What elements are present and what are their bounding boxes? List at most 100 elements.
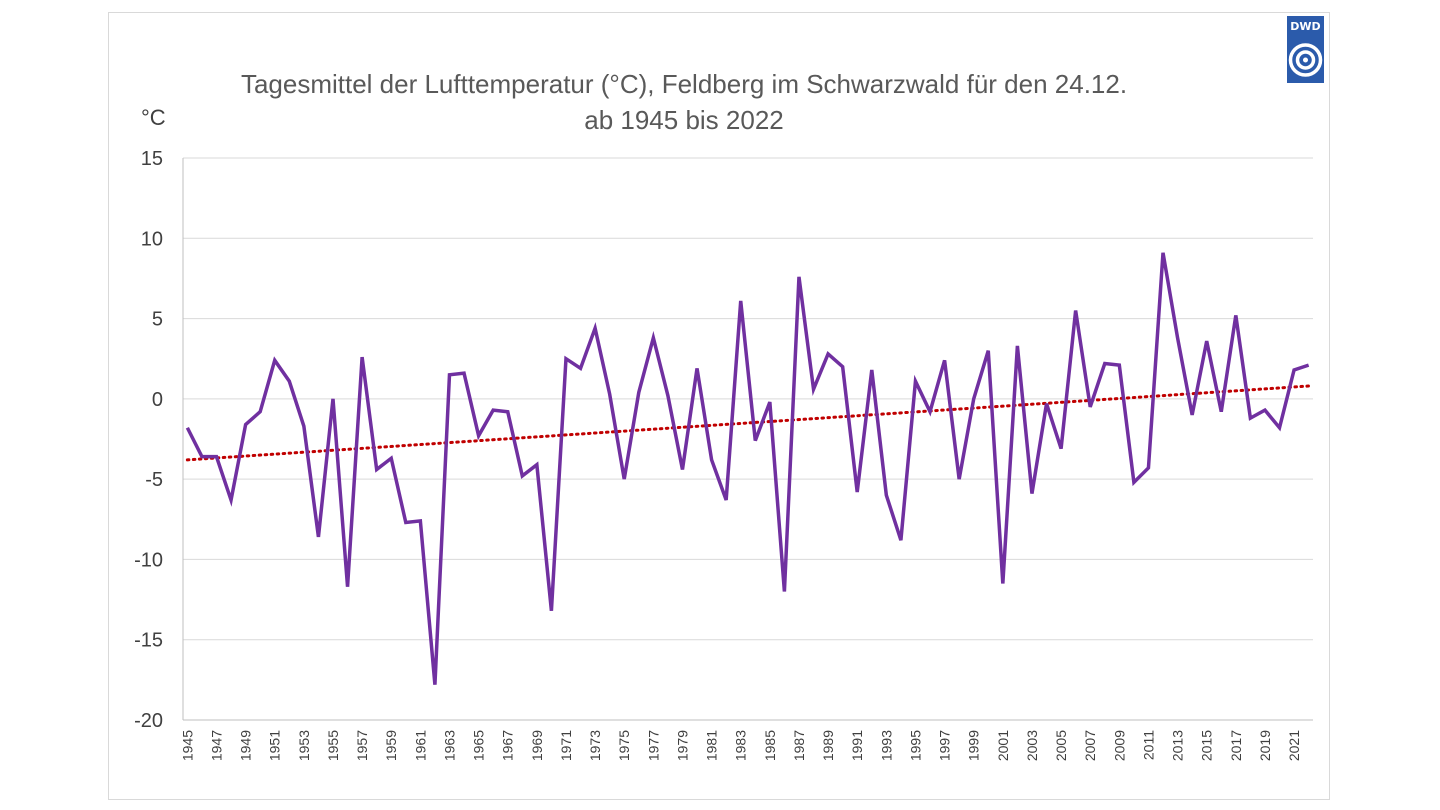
data-point	[477, 434, 481, 438]
data-point	[1176, 336, 1180, 340]
x-tick-label: 1949	[238, 730, 254, 761]
data-point	[768, 400, 772, 404]
data-point	[695, 366, 699, 370]
x-tick-label: 1947	[208, 730, 224, 761]
data-point	[273, 358, 277, 362]
data-point	[535, 463, 539, 467]
data-point	[1292, 368, 1296, 372]
x-tick-label: 2001	[995, 730, 1011, 761]
data-point	[1074, 309, 1078, 313]
data-point	[1030, 492, 1034, 496]
data-point	[316, 535, 320, 539]
data-point	[1088, 405, 1092, 409]
data-point	[782, 590, 786, 594]
y-tick-label: -5	[145, 469, 163, 491]
x-tick-label: 2021	[1286, 730, 1302, 761]
data-point	[1205, 339, 1209, 343]
y-tick-label: -20	[134, 710, 163, 732]
y-tick-label: 15	[141, 148, 163, 170]
x-tick-label: 2003	[1024, 730, 1040, 761]
y-tick-label: 10	[141, 228, 163, 250]
y-axis-ticks: 15 10 5 0 -5 -10 -15 -20	[134, 148, 163, 732]
x-tick-label: 1995	[907, 730, 923, 761]
data-point	[797, 275, 801, 279]
data-point	[520, 474, 524, 478]
x-axis-ticks: 1945 1947 1949 1951 1953 1955 1957 1959 1961 1963…	[179, 730, 1302, 761]
data-point	[884, 493, 888, 497]
data-point	[1307, 363, 1311, 367]
y-tick-label: 0	[152, 389, 163, 411]
x-tick-label: 2019	[1257, 730, 1273, 761]
data-point	[812, 387, 816, 391]
data-point	[957, 477, 961, 481]
x-tick-label: 1959	[383, 730, 399, 761]
data-point	[943, 358, 947, 362]
data-point	[229, 498, 233, 502]
data-point	[593, 326, 597, 330]
data-point	[200, 455, 204, 459]
data-point	[710, 458, 714, 462]
data-point	[418, 519, 422, 523]
x-tick-label: 1991	[849, 730, 865, 761]
x-tick-label: 1977	[645, 730, 661, 761]
data-point	[1278, 426, 1282, 430]
data-point	[826, 352, 830, 356]
x-tick-label: 1973	[587, 730, 603, 761]
x-tick-label: 1955	[325, 730, 341, 761]
data-point	[739, 299, 743, 303]
x-tick-label: 1971	[558, 730, 574, 761]
data-point	[855, 490, 859, 494]
x-tick-label: 2017	[1228, 730, 1244, 761]
logo-text: DWD	[1290, 20, 1320, 33]
x-tick-label: 2009	[1111, 730, 1127, 761]
gridlines	[183, 157, 1313, 641]
data-point	[870, 368, 874, 372]
data-point	[360, 355, 364, 359]
data-point	[1234, 313, 1238, 317]
data-point	[753, 439, 757, 443]
x-tick-label: 1979	[674, 730, 690, 761]
data-point	[447, 373, 451, 377]
series-line	[185, 252, 1310, 685]
data-point	[913, 379, 917, 383]
data-point	[491, 408, 495, 412]
x-tick-label: 1985	[762, 730, 778, 761]
data-point	[1190, 413, 1194, 417]
data-point	[287, 379, 291, 383]
data-point	[462, 371, 466, 375]
data-point	[1103, 362, 1107, 366]
data-point	[986, 349, 990, 353]
chart-frame: Tagesmittel der Lufttemperatur (°C), Fel…	[108, 12, 1330, 800]
data-point	[389, 456, 393, 460]
data-point	[1219, 410, 1223, 414]
x-tick-label: 1965	[471, 730, 487, 761]
x-tick-label: 2015	[1199, 730, 1215, 761]
x-tick-label: 2007	[1082, 730, 1098, 761]
x-tick-label: 1981	[704, 730, 720, 761]
dwd-logo: DWD	[1287, 16, 1324, 83]
x-tick-label: 1961	[412, 730, 428, 761]
x-tick-label: 1957	[354, 730, 370, 761]
x-tick-label: 1997	[937, 730, 953, 761]
data-point	[1248, 416, 1252, 420]
x-tick-label: 1989	[820, 730, 836, 761]
x-tick-label: 1983	[733, 730, 749, 761]
x-tick-label: 2013	[1170, 730, 1186, 761]
swirl-icon	[1288, 43, 1323, 77]
data-point	[724, 498, 728, 502]
data-point	[214, 455, 218, 459]
data-point	[302, 424, 306, 428]
x-tick-label: 1967	[500, 730, 516, 761]
data-point	[1001, 582, 1005, 586]
x-tick-label: 2005	[1053, 730, 1069, 761]
data-point	[608, 392, 612, 396]
data-point	[1132, 480, 1136, 484]
axes	[182, 158, 1313, 721]
data-point	[375, 468, 379, 472]
x-tick-label: 1987	[791, 730, 807, 761]
x-tick-label: 1953	[296, 730, 312, 761]
data-point	[258, 410, 262, 414]
data-point	[1045, 402, 1049, 406]
x-tick-label: 1951	[267, 730, 283, 761]
y-tick-label: -10	[134, 549, 163, 571]
